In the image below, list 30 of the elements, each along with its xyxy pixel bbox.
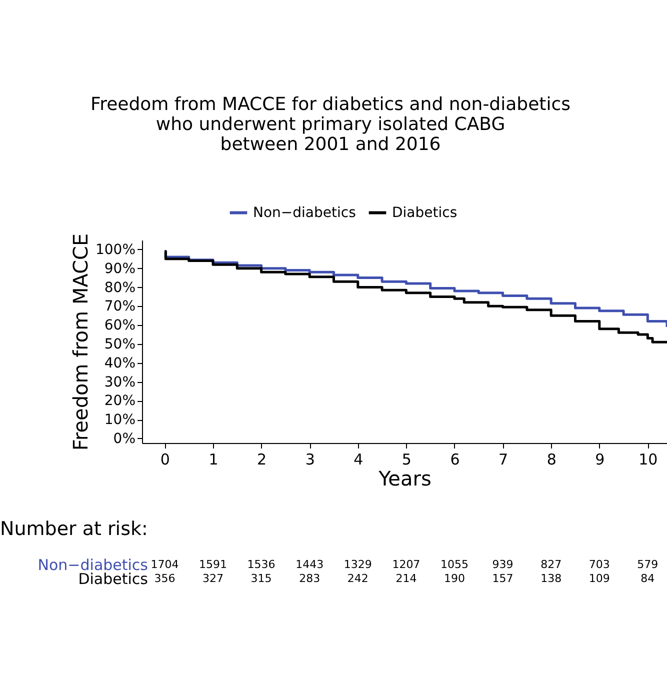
y-tick-label: 40% [104, 355, 136, 372]
legend-label: Diabetics [392, 204, 458, 221]
x-tick-label: 9 [595, 450, 605, 468]
y-tick-label: 60% [104, 318, 136, 334]
legend-label: Non−diabetics [253, 204, 356, 221]
y-tick-label: 100% [95, 242, 136, 258]
x-tick-label: 0 [160, 450, 170, 468]
text: who underwent primary isolated CABG [156, 114, 506, 135]
y-tick-label: 20% [104, 393, 136, 410]
y-tick-label: 90% [104, 260, 136, 277]
text: between 2001 and 2016 [220, 134, 441, 155]
y-tick-label: 50% [104, 336, 136, 352]
y-tick-label: 0% [113, 430, 136, 447]
y-tick-label: 10% [104, 412, 136, 428]
x-tick-label: 5 [402, 450, 412, 468]
x-tick-label: 8 [546, 450, 556, 468]
x-axis-title: Years [378, 466, 432, 490]
x-tick-label: 2 [257, 450, 267, 468]
text: Freedom from MACCE for diabetics and non-diabetics [90, 94, 570, 115]
y-tick-label: 30% [104, 374, 136, 390]
x-tick-label: 1 [208, 450, 218, 468]
x-tick-label: 7 [498, 450, 508, 468]
x-tick-label: 4 [354, 450, 364, 468]
x-tick-label: 10 [638, 450, 658, 468]
y-tick-label: 70% [104, 298, 136, 315]
text: Number at risk: [0, 518, 148, 540]
x-tick-label: 3 [305, 450, 315, 468]
x-tick-label: 6 [450, 450, 460, 468]
y-tick-label: 80% [104, 280, 136, 296]
y-axis-title: Freedom from MACCE [68, 233, 92, 451]
